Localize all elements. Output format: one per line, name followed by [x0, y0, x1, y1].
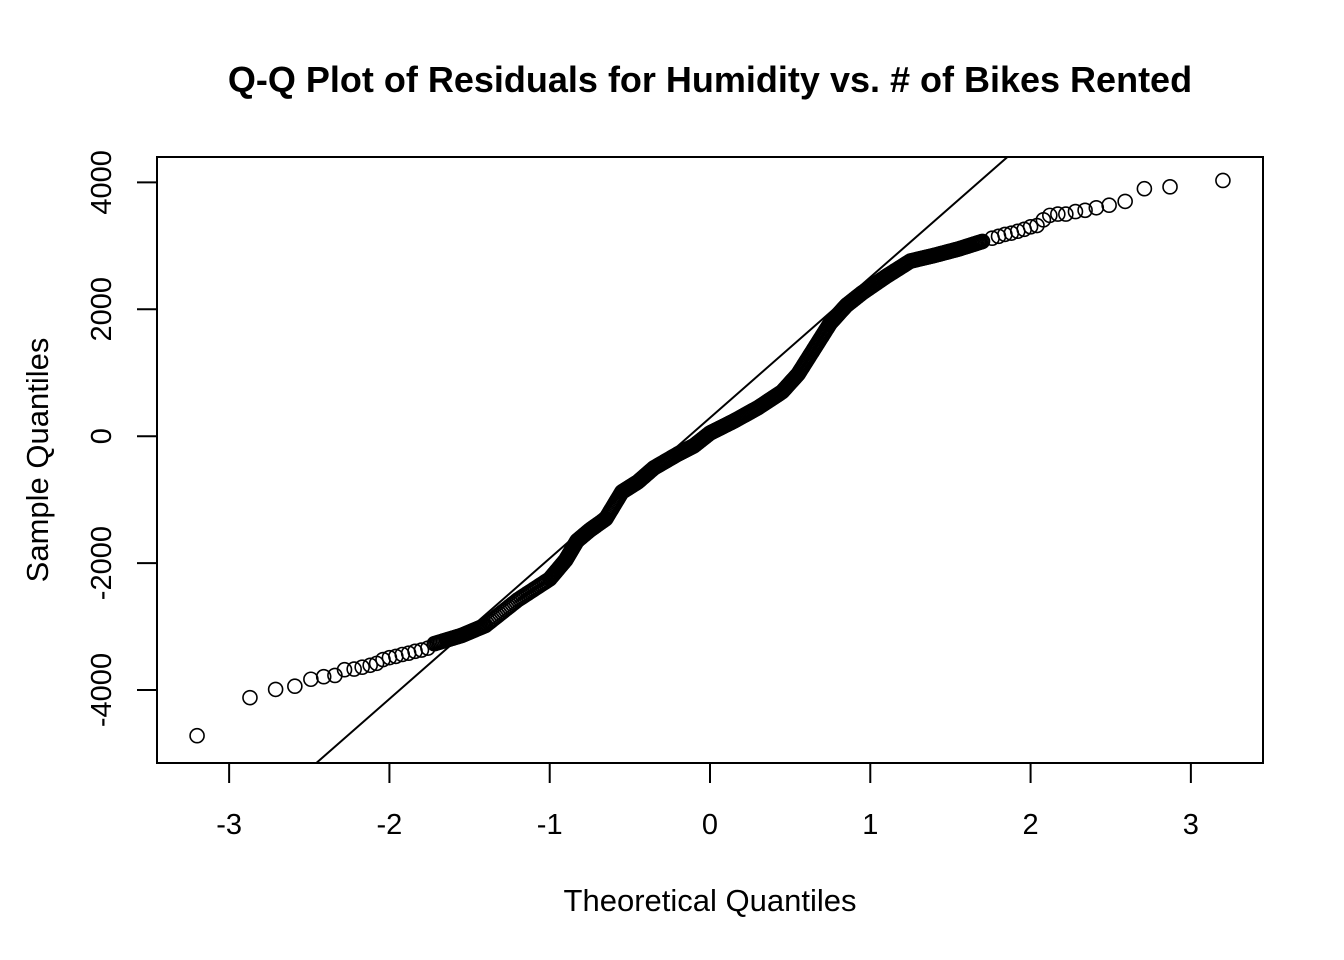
data-point — [315, 668, 332, 685]
data-point — [1067, 203, 1084, 220]
data-point — [413, 642, 430, 658]
x-tick-label: 3 — [1183, 809, 1199, 841]
data-point — [287, 678, 303, 695]
plot-frame — [156, 156, 1264, 764]
x-tick-label: 2 — [1023, 809, 1039, 841]
data-point — [1117, 193, 1133, 210]
data-point — [1022, 219, 1039, 235]
data-point — [1162, 179, 1178, 195]
x-tick-label: -2 — [377, 809, 403, 841]
reference-line — [314, 157, 1009, 763]
data-point — [1077, 202, 1093, 219]
data-point — [1101, 197, 1117, 214]
x-tick-label: -3 — [216, 809, 242, 841]
x-axis: -3 -2 -1 0 1 2 3 — [216, 762, 1199, 841]
data-point — [346, 661, 362, 677]
data-point — [1042, 207, 1058, 224]
y-tick-label: 4000 — [86, 150, 118, 215]
data-point — [420, 640, 436, 656]
data-point — [1215, 172, 1231, 189]
data-point — [303, 671, 319, 688]
data-point — [336, 661, 353, 678]
x-tick-label: 0 — [702, 809, 718, 841]
y-axis: -4000 -2000 0 2000 4000 — [86, 150, 158, 727]
data-point — [362, 657, 378, 674]
y-tick-label: -2000 — [86, 526, 118, 600]
data-point — [267, 681, 284, 698]
data-point — [354, 659, 370, 675]
data-point — [242, 689, 258, 706]
data-point — [1136, 180, 1153, 197]
y-tick-label: 0 — [86, 428, 118, 444]
y-tick-label: 2000 — [86, 277, 118, 342]
data-point — [1058, 206, 1074, 222]
data-point — [974, 233, 991, 250]
data-point — [189, 727, 205, 744]
chart-title: Q-Q Plot of Residuals for Humidity vs. #… — [228, 59, 1192, 100]
x-tick-label: 1 — [862, 809, 878, 841]
y-axis-label: Sample Quantiles — [20, 338, 55, 583]
data-points — [189, 172, 1231, 744]
x-tick-label: -1 — [537, 809, 563, 841]
y-tick-label: -4000 — [86, 653, 118, 727]
data-point — [1050, 206, 1066, 222]
x-axis-label: Theoretical Quantiles — [564, 883, 857, 918]
